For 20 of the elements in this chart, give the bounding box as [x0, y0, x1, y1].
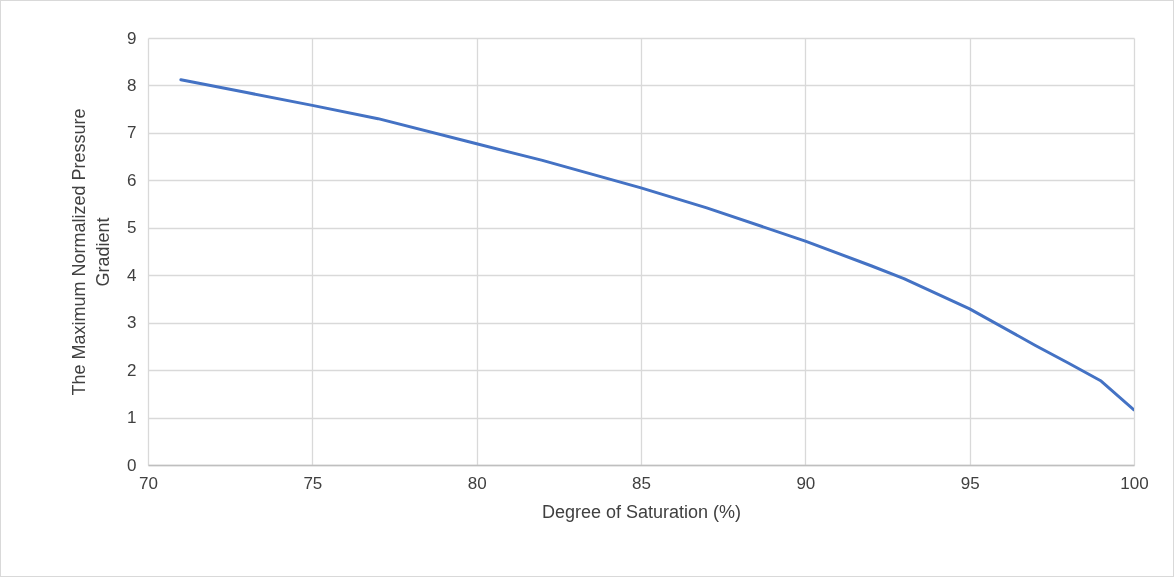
- x-tick-label: 95: [960, 473, 980, 493]
- x-tick-label: 75: [303, 473, 323, 493]
- y-axis-title: The Maximum Normalized Pressure Gradient: [69, 108, 114, 396]
- x-tick-label: 90: [796, 473, 816, 493]
- y-tick-label: 1: [127, 408, 137, 428]
- y-tick-label: 5: [127, 218, 137, 238]
- x-axis-title: Degree of Saturation (%): [541, 501, 742, 522]
- y-tick-label: 2: [127, 360, 137, 380]
- y-tick-label: 3: [127, 313, 137, 333]
- y-tick-label: 4: [127, 265, 137, 285]
- y-tick-label: 7: [127, 123, 137, 143]
- x-tick-label: 80: [467, 473, 487, 493]
- x-tick-label: 85: [632, 473, 651, 493]
- y-tick-label: 0: [127, 455, 137, 475]
- y-tick-label: 9: [127, 28, 137, 48]
- y-tick-label: 8: [127, 75, 137, 95]
- line-series: [179, 78, 1134, 412]
- y-tick-label: 6: [127, 170, 137, 190]
- x-tick-label: 70: [139, 473, 158, 493]
- x-tick-label: 100: [1120, 473, 1149, 493]
